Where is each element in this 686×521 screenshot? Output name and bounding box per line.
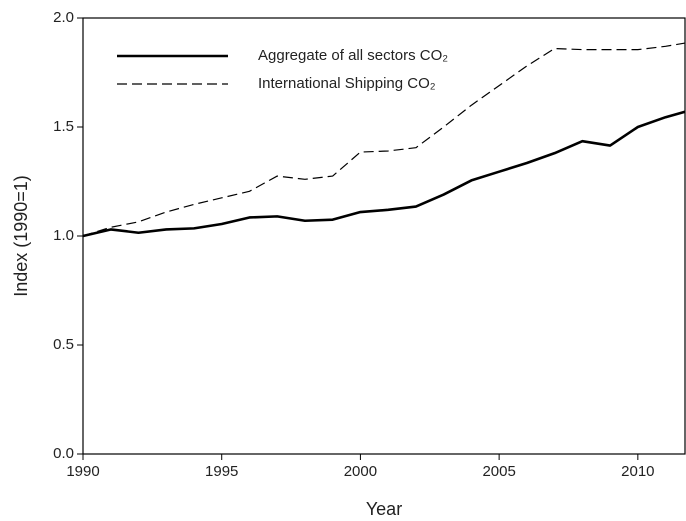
y-tick-label: 1.5 [53,118,74,135]
data-line [82,110,686,238]
y-tick-label: 1.0 [53,227,74,244]
data-line [82,42,686,237]
x-tick-label: 2010 [621,463,654,480]
x-tick-label: 2005 [482,463,515,480]
legend-label: International Shipping CO₂ [258,75,436,92]
x-tick-label: 2000 [344,463,377,480]
y-tick-label: 0.0 [53,445,74,462]
x-tick-label: 1995 [205,463,238,480]
y-tick-label: 0.5 [53,336,74,353]
legend-label: Aggregate of all sectors CO₂ [258,47,448,64]
x-axis-title: Year [366,499,402,519]
y-axis-title: Index (1990=1) [11,175,31,297]
y-tick-label: 2.0 [53,9,74,26]
x-tick-label: 1990 [66,463,99,480]
